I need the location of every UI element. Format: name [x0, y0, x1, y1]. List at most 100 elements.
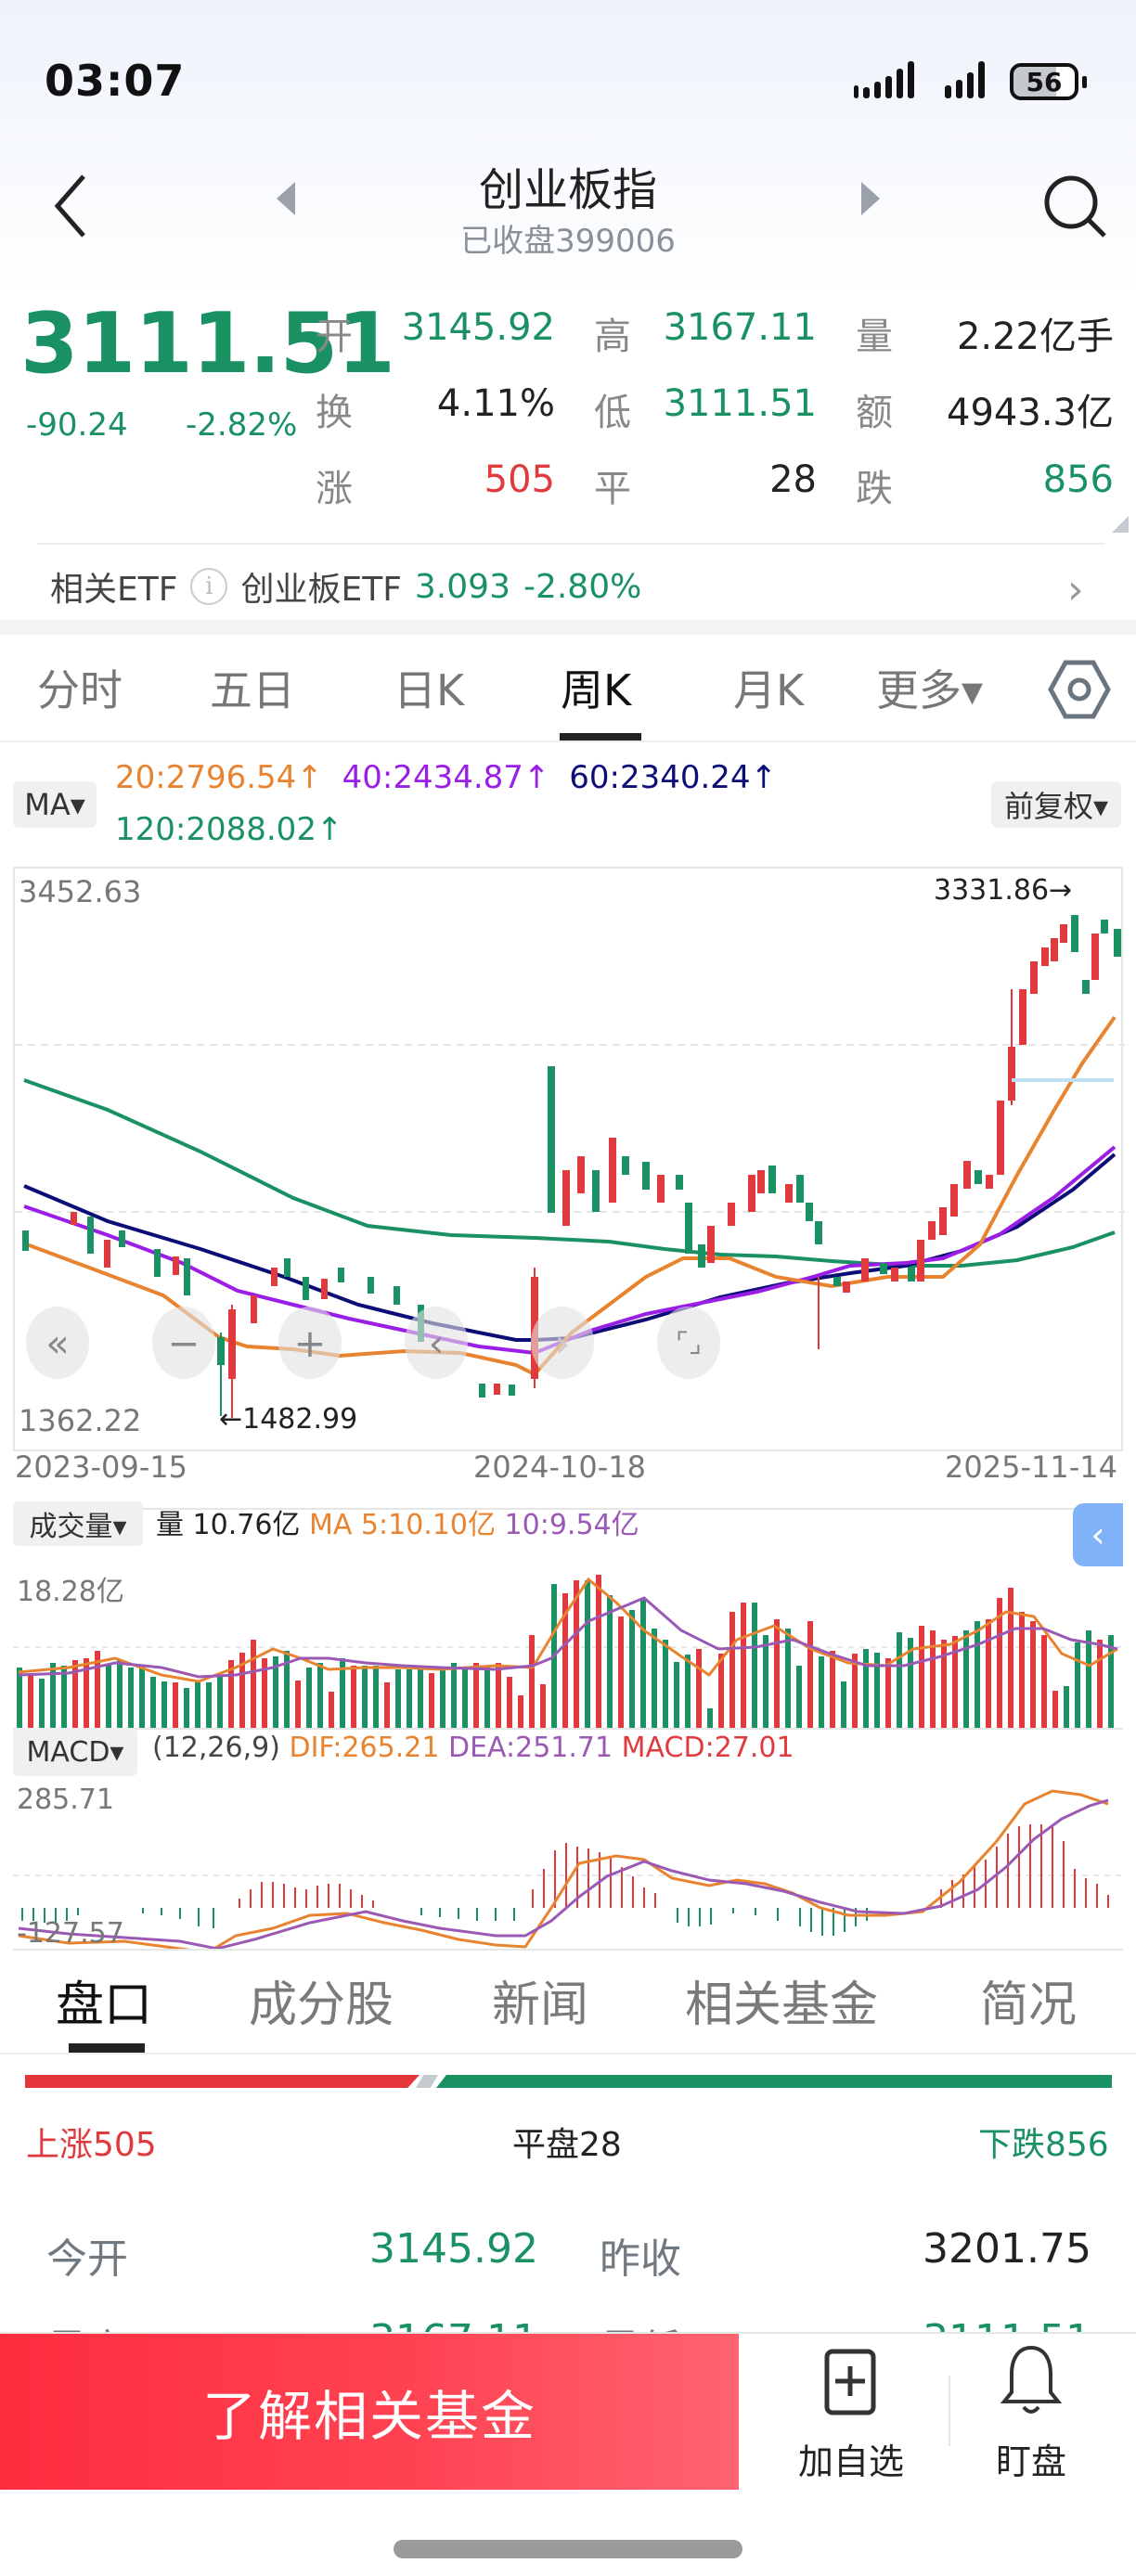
signal-icon-sim1 [854, 61, 914, 98]
signal-icon-sim2 [945, 61, 985, 98]
prev-index-icon[interactable] [277, 182, 295, 215]
min-price-annotation: ←1482.99 [219, 1403, 358, 1436]
turnover-label: 换 [316, 392, 353, 434]
divider [37, 543, 1104, 545]
tab-five-day[interactable]: 五日 [210, 665, 295, 715]
high-value: 3167.11 [663, 306, 817, 349]
tab-overview[interactable]: 简况 [980, 1977, 1078, 2033]
chevron-right-icon[interactable]: › [1067, 566, 1084, 613]
tab-intraday[interactable]: 分时 [37, 665, 123, 715]
volume-indicator-selector[interactable]: 成交量▾ [13, 1501, 143, 1546]
price-change: -90.24 [26, 406, 128, 444]
battery-icon: 56 [1010, 63, 1078, 100]
current-volume: 量 10.76亿 [156, 1509, 301, 1541]
divider [949, 2376, 950, 2446]
etf-change-pct: -2.80% [523, 567, 642, 606]
tab-order-book[interactable]: 盘口 [56, 1977, 153, 2033]
learn-related-funds-button[interactable]: 了解相关基金 [0, 2334, 739, 2490]
tab-monthly-k[interactable]: 月K [733, 665, 805, 715]
unchanged-bar [416, 2075, 438, 2088]
decliners-bar [436, 2075, 1112, 2088]
low-value: 3111.51 [663, 382, 817, 425]
prev-close-label: 昨收 [600, 2235, 681, 2283]
last-price: 3111.51 [20, 295, 395, 393]
next-index-icon[interactable] [861, 182, 880, 215]
kline-plot [15, 915, 1125, 1418]
collapse-panel-handle[interactable]: ‹ [1073, 1503, 1123, 1566]
volume-legend: 量 10.76亿 MA 5:10.10亿 10:9.54亿 [156, 1501, 639, 1542]
tab-daily-k[interactable]: 日K [394, 665, 465, 715]
ma-selector[interactable]: MA▾ [13, 781, 97, 828]
advancers-value: 505 [484, 458, 555, 501]
tab-weekly-k[interactable]: 周K [561, 665, 632, 715]
related-etf-row[interactable]: 相关ETF i 创业板ETF 3.093 -2.80% [50, 560, 641, 612]
macd-params: (12,26,9) [152, 1732, 280, 1764]
volume-value: 2.22亿手 [956, 316, 1114, 358]
info-icon[interactable]: i [190, 568, 228, 605]
volume-plot [13, 1575, 1123, 1729]
monitor-label: 盯盘 [995, 2441, 1066, 2482]
volume-chart[interactable] [13, 1508, 1123, 1731]
back-arrow-icon[interactable] [52, 173, 89, 239]
ma40-value: 40:2434.87↑ [342, 759, 550, 796]
monitor-button[interactable]: 盯盘 [971, 2342, 1091, 2482]
volume-label: 量 [856, 316, 893, 358]
tab-news[interactable]: 新闻 [492, 1977, 589, 2033]
divider [0, 741, 1136, 742]
volume-ma10: 10:9.54亿 [504, 1509, 639, 1541]
macd-dif: DIF:265.21 [289, 1732, 440, 1764]
etf-name: 创业板ETF [240, 571, 402, 609]
ma-legend-row1: 20:2796.54↑ 40:2434.87↑ 60:2340.24↑ [115, 759, 777, 796]
divider [0, 2053, 1136, 2054]
x-axis-end-date: 2025-11-14 [945, 1449, 1117, 1485]
scroll-to-start-button[interactable]: « [26, 1307, 89, 1379]
zoom-in-button[interactable]: + [278, 1307, 342, 1379]
zoom-out-button[interactable]: − [152, 1307, 215, 1379]
x-axis-mid-date: 2024-10-18 [473, 1449, 646, 1485]
add-square-icon [824, 2349, 876, 2415]
section-gap [0, 620, 1136, 635]
kline-chart[interactable]: 3452.63 3331.86→ 1362.22 ←1482.99 « − + … [13, 867, 1125, 1451]
decliners-label: 跌 [856, 468, 893, 510]
expand-corner-icon[interactable] [1112, 516, 1129, 533]
macd-y-max: 285.71 [17, 1784, 114, 1816]
macd-indicator-selector[interactable]: MACD▾ [13, 1728, 137, 1776]
macd-plot [13, 1789, 1123, 1949]
tab-more[interactable]: 更多▾ [876, 665, 984, 715]
prev-close-value: 3201.75 [923, 2225, 1091, 2273]
battery-cap [1082, 76, 1087, 88]
volume-y-max: 18.28亿 [17, 1576, 124, 1608]
status-time: 03:07 [45, 56, 186, 106]
price-change-pct: -2.82% [186, 406, 298, 444]
unchanged-count: 平盘28 [512, 2126, 622, 2164]
pan-right-button[interactable]: › [531, 1307, 594, 1379]
fullscreen-button[interactable]: ⌜⌟ [657, 1307, 720, 1379]
tab-related-funds[interactable]: 相关基金 [685, 1977, 879, 2033]
high-label: 高 [594, 316, 631, 358]
decliners-count: 下跌856 [978, 2126, 1109, 2164]
decliners-value: 856 [1042, 458, 1114, 501]
macd-dea: DEA:251.71 [447, 1732, 613, 1764]
macd-legend: (12,26,9) DIF:265.21 DEA:251.71 MACD:27.… [152, 1732, 794, 1764]
adjust-selector[interactable]: 前复权▾ [991, 781, 1121, 828]
settings-hex-icon[interactable] [1047, 657, 1112, 722]
add-to-watchlist-button[interactable]: 加自选 [781, 2348, 921, 2482]
home-indicator[interactable] [394, 2540, 742, 2558]
ma20-value: 20:2796.54↑ [115, 759, 323, 796]
advancers-label: 涨 [316, 468, 353, 510]
x-axis-start-date: 2023-09-15 [15, 1449, 187, 1485]
pan-left-button[interactable]: ‹ [405, 1307, 468, 1379]
macd-chart[interactable] [13, 1728, 1123, 1951]
today-open-label: 今开 [46, 2235, 128, 2283]
low-label: 低 [594, 392, 631, 434]
tab-constituents[interactable]: 成分股 [249, 1977, 394, 2033]
etf-price: 3.093 [414, 567, 510, 606]
search-icon[interactable] [1041, 173, 1108, 239]
turnover-value: 4.11% [436, 382, 555, 425]
macd-y-min: -127.57 [17, 1917, 124, 1950]
unchanged-value: 28 [769, 458, 817, 501]
open-value: 3145.92 [401, 306, 555, 349]
y-axis-max: 3452.63 [19, 874, 142, 909]
y-axis-min: 1362.22 [19, 1403, 142, 1438]
advancers-bar [25, 2075, 420, 2088]
